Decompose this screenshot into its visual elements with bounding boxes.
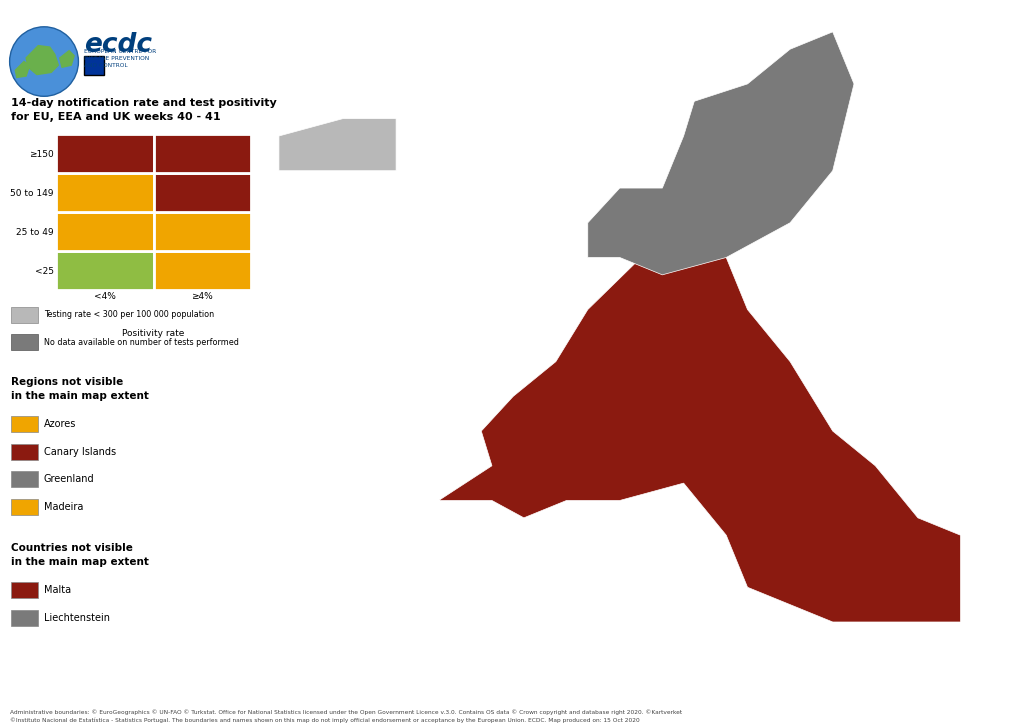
Text: Azores: Azores (44, 419, 76, 429)
Text: Liechtenstein: Liechtenstein (44, 613, 110, 623)
Bar (154, 134, 251, 173)
Polygon shape (59, 51, 74, 67)
Text: Administrative boundaries: © EuroGeographics © UN-FAO © Turkstat. Office for Nat: Administrative boundaries: © EuroGeograp… (10, 710, 682, 723)
FancyBboxPatch shape (11, 610, 38, 626)
Bar (154, 251, 251, 290)
Bar (56, 212, 154, 251)
Text: EUROPEAN CENTRE FOR
DISEASE PREVENTION
AND CONTROL: EUROPEAN CENTRE FOR DISEASE PREVENTION A… (84, 49, 157, 67)
Text: No data available on number of tests performed: No data available on number of tests per… (44, 338, 239, 347)
FancyBboxPatch shape (11, 582, 38, 598)
Text: Countries not visible
in the main map extent: Countries not visible in the main map ex… (11, 543, 150, 567)
Text: Malta: Malta (44, 585, 71, 595)
Text: Madeira: Madeira (44, 502, 83, 512)
FancyBboxPatch shape (11, 471, 38, 487)
Text: Greenland: Greenland (44, 474, 94, 484)
FancyBboxPatch shape (84, 56, 104, 75)
Text: ecdc: ecdc (84, 32, 153, 58)
Polygon shape (15, 62, 30, 77)
Text: Testing rate < 300 per 100 000 population: Testing rate < 300 per 100 000 populatio… (44, 311, 214, 319)
Bar (56, 173, 154, 211)
Text: Regions not visible
in the main map extent: Regions not visible in the main map exte… (11, 377, 150, 401)
Polygon shape (279, 119, 396, 171)
Bar (154, 173, 251, 211)
Polygon shape (438, 223, 961, 639)
FancyBboxPatch shape (11, 334, 38, 350)
Polygon shape (27, 46, 58, 75)
Polygon shape (9, 27, 79, 96)
Text: Positivity rate: Positivity rate (123, 329, 184, 337)
FancyBboxPatch shape (11, 499, 38, 515)
FancyBboxPatch shape (11, 416, 38, 432)
Bar (56, 134, 154, 173)
Text: for EU, EEA and UK weeks 40 - 41: for EU, EEA and UK weeks 40 - 41 (11, 112, 221, 122)
Bar (56, 251, 154, 290)
FancyBboxPatch shape (11, 444, 38, 460)
FancyBboxPatch shape (11, 307, 38, 323)
Text: Canary Islands: Canary Islands (44, 447, 116, 457)
Polygon shape (588, 32, 854, 275)
Bar (154, 212, 251, 251)
Text: 14-day notification rate and test positivity: 14-day notification rate and test positi… (11, 98, 278, 108)
